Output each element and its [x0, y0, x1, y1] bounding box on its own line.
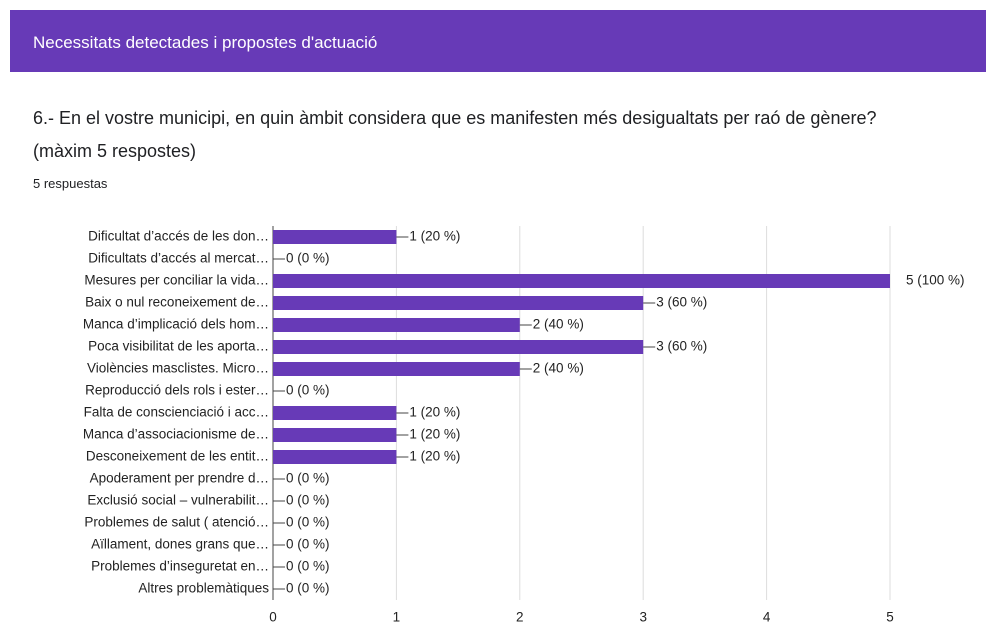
bar — [273, 450, 397, 464]
bar — [273, 362, 520, 376]
x-tick-label: 4 — [763, 610, 771, 625]
section-header: Necessitats detectades i propostes d'act… — [10, 10, 986, 72]
bar — [273, 318, 520, 332]
y-tick-label: Altres problemàtiques — [138, 581, 269, 596]
value-label: 2 (40 %) — [533, 361, 584, 376]
response-count: 5 respuestas — [33, 176, 108, 191]
y-tick-label: Exclusió social – vulnerabilit… — [87, 493, 269, 508]
y-tick-label: Aïllament, dones grans que… — [91, 537, 269, 552]
x-tick-label: 1 — [393, 610, 401, 625]
x-tick-label: 5 — [886, 610, 894, 625]
y-tick-label: Desconeixement de les entit… — [86, 449, 269, 464]
value-label: 1 (20 %) — [409, 405, 460, 420]
value-label: 1 (20 %) — [409, 427, 460, 442]
bar — [273, 274, 890, 288]
y-tick-label: Poca visibilitat de les aporta… — [88, 339, 269, 354]
bar — [273, 230, 397, 244]
value-label: 0 (0 %) — [286, 383, 330, 398]
x-tick-label: 3 — [639, 610, 647, 625]
value-label: 0 (0 %) — [286, 515, 330, 530]
y-tick-label: Apoderament per prendre d… — [90, 471, 269, 486]
value-label: 0 (0 %) — [286, 493, 330, 508]
y-tick-label: Problemes de salut ( atenció… — [84, 515, 269, 530]
x-tick-label: 0 — [269, 610, 277, 625]
value-label: 0 (0 %) — [286, 471, 330, 486]
value-label: 5 (100 %) — [906, 273, 965, 288]
y-tick-label: Dificultats d’accés al mercat… — [88, 251, 269, 266]
bar — [273, 296, 644, 310]
value-label: 0 (0 %) — [286, 581, 330, 596]
value-label: 1 (20 %) — [409, 449, 460, 464]
x-tick-label: 2 — [516, 610, 524, 625]
y-tick-label: Mesures per conciliar la vida… — [84, 273, 269, 288]
bar — [273, 406, 397, 420]
question-text: 6.- En el vostre municipi, en quin àmbit… — [33, 108, 877, 161]
bar — [273, 428, 397, 442]
y-tick-label: Problemes d’inseguretat en… — [91, 559, 269, 574]
y-tick-label: Manca d’implicació dels hom… — [83, 317, 269, 332]
section-title: Necessitats detectades i propostes d'act… — [33, 33, 378, 52]
y-tick-label: Violències masclistes. Micro… — [87, 361, 269, 376]
y-tick-label: Dificultat d’accés de les don… — [88, 229, 269, 244]
y-tick-label: Falta de conscienciació i acc… — [84, 405, 269, 420]
y-tick-label: Reproducció dels rols i ester… — [85, 383, 269, 398]
value-label: 0 (0 %) — [286, 559, 330, 574]
y-tick-label: Manca d’associacionisme de… — [83, 427, 269, 442]
value-label: 0 (0 %) — [286, 251, 330, 266]
bar — [273, 340, 644, 354]
value-label: 2 (40 %) — [533, 317, 584, 332]
value-label: 0 (0 %) — [286, 537, 330, 552]
value-label: 3 (60 %) — [656, 339, 707, 354]
y-tick-label: Baix o nul reconeixement de… — [85, 295, 269, 310]
value-label: 1 (20 %) — [409, 229, 460, 244]
value-label: 3 (60 %) — [656, 295, 707, 310]
